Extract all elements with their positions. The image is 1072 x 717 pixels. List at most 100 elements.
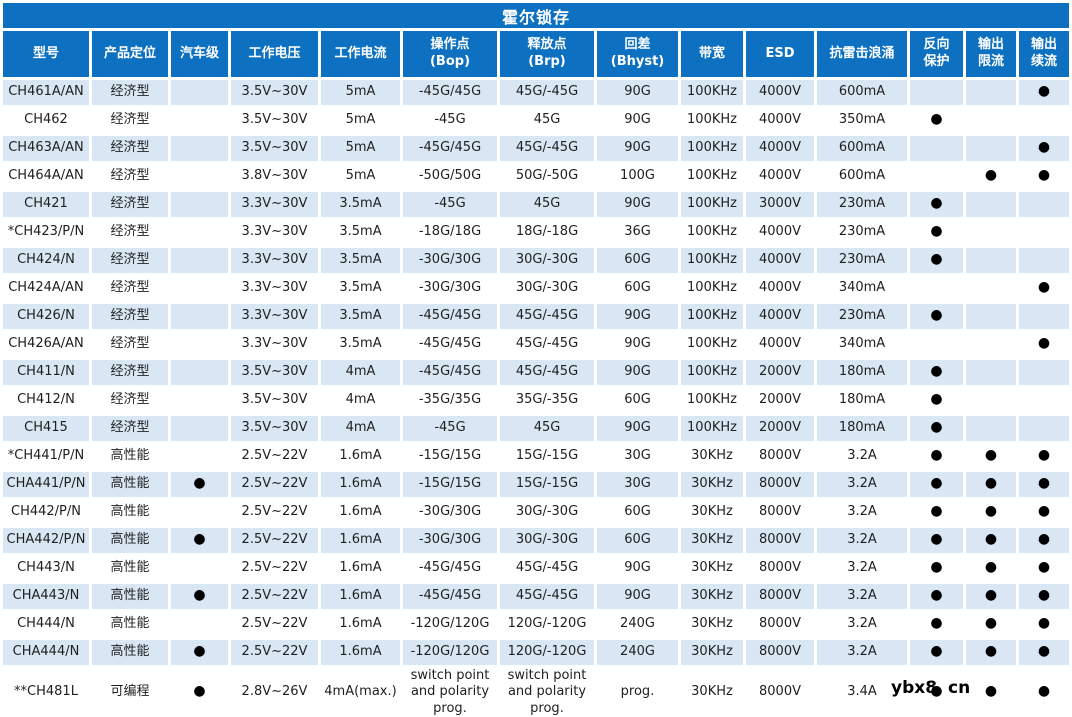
cell-output_current_limit: ● — [966, 640, 1016, 665]
cell-output_freewheel: ● — [1019, 276, 1069, 301]
cell-surge: 230mA — [817, 304, 907, 329]
cell-voltage: 2.5V~22V — [231, 444, 318, 469]
cell-output_freewheel: ● — [1019, 332, 1069, 357]
cell-model: *CH441/P/N — [3, 444, 89, 469]
table-row: CH464A/AN 经济型 3.8V~30V 5mA -50G/50G 50G/-50G 1… — [3, 164, 1069, 189]
cell-reverse_protection: ● — [910, 304, 963, 329]
cell-bandwidth: 30KHz — [681, 640, 743, 665]
dot-icon: ● — [1037, 475, 1051, 492]
cell-brp: 45G — [500, 192, 594, 217]
cell-output_current_limit: ● — [966, 528, 1016, 553]
cell-bop: -30G/30G — [403, 528, 497, 553]
cell-output_current_limit — [966, 108, 1016, 133]
cell-bhyst: 90G — [597, 556, 678, 581]
cell-bandwidth: 100KHz — [681, 304, 743, 329]
dot-icon: ● — [930, 111, 943, 128]
cell-brp: 45G/-45G — [500, 360, 594, 385]
cell-esd: 8000V — [746, 584, 814, 609]
cell-brp: 45G — [500, 108, 594, 133]
cell-bhyst: 90G — [597, 332, 678, 357]
cell-bop: -35G/35G — [403, 388, 497, 413]
cell-automotive: ● — [171, 528, 228, 553]
cell-bandwidth: 100KHz — [681, 332, 743, 357]
col-header-esd: ESD — [746, 31, 814, 77]
cell-output_current_limit — [966, 80, 1016, 105]
cell-voltage: 2.5V~22V — [231, 584, 318, 609]
cell-bhyst: 90G — [597, 80, 678, 105]
cell-output_freewheel: ● — [1019, 500, 1069, 525]
cell-automotive — [171, 248, 228, 273]
table-row: CH411/N 经济型 3.5V~30V 4mA -45G/45G 45G/-45G 90G… — [3, 360, 1069, 385]
cell-current: 1.6mA — [321, 640, 400, 665]
cell-current: 1.6mA — [321, 556, 400, 581]
cell-reverse_protection: ● — [910, 220, 963, 245]
dot-icon: ● — [930, 683, 943, 700]
cell-model: CH424/N — [3, 248, 89, 273]
cell-voltage: 2.5V~22V — [231, 612, 318, 637]
dot-icon: ● — [1037, 335, 1051, 352]
table-row: CHA444/N 高性能 ● 2.5V~22V 1.6mA -120G/120G 120G/… — [3, 640, 1069, 665]
cell-voltage: 3.3V~30V — [231, 332, 318, 357]
cell-current: 1.6mA — [321, 528, 400, 553]
cell-bhyst: 240G — [597, 640, 678, 665]
dot-icon: ● — [930, 503, 943, 520]
cell-model: CHA442/P/N — [3, 528, 89, 553]
cell-esd: 8000V — [746, 612, 814, 637]
cell-model: CH426/N — [3, 304, 89, 329]
cell-bandwidth: 30KHz — [681, 444, 743, 469]
cell-bop: -30G/30G — [403, 500, 497, 525]
cell-brp: 45G/-45G — [500, 80, 594, 105]
cell-bandwidth: 100KHz — [681, 248, 743, 273]
cell-output_freewheel: ● — [1019, 80, 1069, 105]
cell-output_freewheel: ● — [1019, 136, 1069, 161]
cell-brp: 18G/-18G — [500, 220, 594, 245]
cell-automotive — [171, 360, 228, 385]
cell-bhyst: 60G — [597, 248, 678, 273]
cell-automotive: ● — [171, 472, 228, 497]
cell-bhyst: 90G — [597, 304, 678, 329]
cell-current: 1.6mA — [321, 612, 400, 637]
cell-bop: -30G/30G — [403, 276, 497, 301]
cell-bhyst: 60G — [597, 276, 678, 301]
cell-model: CH412/N — [3, 388, 89, 413]
cell-reverse_protection: ● — [910, 444, 963, 469]
cell-bandwidth: 100KHz — [681, 80, 743, 105]
cell-esd: 4000V — [746, 136, 814, 161]
dot-icon: ● — [1037, 167, 1051, 184]
cell-output_current_limit — [966, 248, 1016, 273]
watermark: ybx8 cn — [891, 680, 970, 697]
cell-surge: 230mA — [817, 220, 907, 245]
dot-icon: ● — [930, 391, 943, 408]
cell-current: 5mA — [321, 164, 400, 189]
cell-model: CHA444/N — [3, 640, 89, 665]
table-row: *CH441/P/N 高性能 2.5V~22V 1.6mA -15G/15G 15G/-1… — [3, 444, 1069, 469]
table-row: CH426A/AN 经济型 3.3V~30V 3.5mA -45G/45G 45G/-45… — [3, 332, 1069, 357]
cell-output_freewheel: ● — [1019, 668, 1069, 717]
cell-position: 经济型 — [92, 248, 168, 273]
cell-output_current_limit — [966, 388, 1016, 413]
cell-bandwidth: 100KHz — [681, 164, 743, 189]
cell-current: 1.6mA — [321, 444, 400, 469]
dot-icon: ● — [930, 531, 943, 548]
table-row: CH442/P/N 高性能 2.5V~22V 1.6mA -30G/30G 30G/-30… — [3, 500, 1069, 525]
dot-icon: ● — [1037, 643, 1051, 660]
dot-icon: ● — [1037, 683, 1051, 700]
dot-icon: ● — [930, 419, 943, 436]
table-row: **CH481L 可编程 ● 2.8V~26V 4mA(max.) switch poin… — [3, 668, 1069, 717]
cell-output_current_limit: ● — [966, 556, 1016, 581]
cell-position: 经济型 — [92, 304, 168, 329]
cell-current: 1.6mA — [321, 584, 400, 609]
col-header-current: 工作电流 — [321, 31, 400, 77]
cell-voltage: 2.8V~26V — [231, 668, 318, 717]
cell-esd: 4000V — [746, 220, 814, 245]
cell-bandwidth: 30KHz — [681, 500, 743, 525]
cell-esd: 4000V — [746, 164, 814, 189]
table-row: CHA442/P/N 高性能 ● 2.5V~22V 1.6mA -30G/30G 30G/-… — [3, 528, 1069, 553]
cell-bandwidth: 100KHz — [681, 108, 743, 133]
cell-reverse_protection — [910, 136, 963, 161]
cell-voltage: 2.5V~22V — [231, 640, 318, 665]
table-row: CH462 经济型 3.5V~30V 5mA -45G 45G 90G 100KHz 4000V… — [3, 108, 1069, 133]
cell-bhyst: 60G — [597, 500, 678, 525]
cell-surge: 3.2A — [817, 640, 907, 665]
cell-position: 经济型 — [92, 108, 168, 133]
